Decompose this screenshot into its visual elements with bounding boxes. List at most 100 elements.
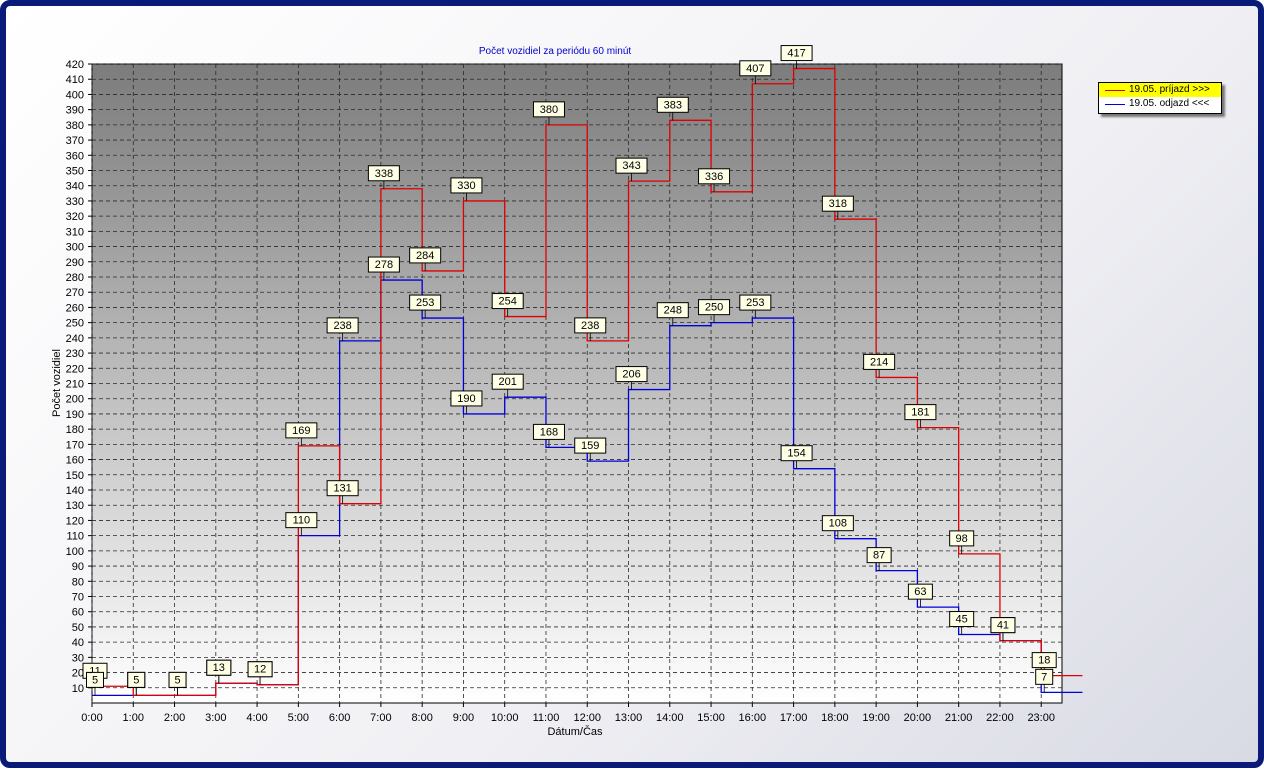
y-tick-label: 110 <box>66 531 84 543</box>
x-tick-label: 12:00 <box>573 712 601 724</box>
legend-swatch-arrivals <box>1105 90 1125 91</box>
y-tick-label: 40 <box>72 637 84 649</box>
svg-text:131: 131 <box>333 483 351 495</box>
svg-text:110: 110 <box>293 515 311 527</box>
data-label-arrivals: 336 <box>698 168 731 192</box>
x-tick-label: 15:00 <box>697 712 725 724</box>
y-tick-label: 170 <box>66 439 84 451</box>
y-tick-label: 70 <box>72 592 84 604</box>
data-label-departures: 201 <box>491 373 524 398</box>
data-label-departures: 13 <box>206 659 232 684</box>
data-label-arrivals: 18 <box>1031 652 1057 676</box>
svg-text:214: 214 <box>870 356 888 368</box>
y-tick-label: 20 <box>72 668 84 680</box>
y-tick-label: 230 <box>66 348 84 360</box>
data-label-departures: 5 <box>168 671 187 696</box>
data-label-departures: 168 <box>532 423 565 448</box>
y-tick-label: 220 <box>66 363 84 375</box>
data-label-arrivals: 330 <box>450 177 483 201</box>
svg-text:41: 41 <box>997 620 1009 632</box>
x-tick-label: 22:00 <box>986 712 1014 724</box>
svg-text:383: 383 <box>664 99 682 111</box>
legend-item-arrivals[interactable]: 19.05. príjazd >>> <box>1099 83 1221 97</box>
svg-text:5: 5 <box>133 674 139 686</box>
y-tick-label: 80 <box>72 576 84 588</box>
svg-text:108: 108 <box>829 518 847 530</box>
data-label-arrivals: 383 <box>656 96 689 121</box>
svg-text:12: 12 <box>254 664 266 676</box>
y-tick-label: 10 <box>72 683 84 695</box>
data-label-arrivals: 254 <box>491 293 524 317</box>
x-tick-label: 1:00 <box>123 712 144 724</box>
x-tick-label: 6:00 <box>329 712 350 724</box>
x-tick-label: 8:00 <box>411 712 432 724</box>
y-tick-label: 120 <box>66 515 84 527</box>
y-tick-label: 180 <box>66 424 84 436</box>
y-tick-label: 340 <box>66 181 84 193</box>
legend-label-departures: 19.05. odjazd <<< <box>1129 98 1210 109</box>
data-label-departures: 253 <box>409 294 442 319</box>
y-tick-label: 330 <box>66 196 84 208</box>
y-tick-label: 210 <box>66 379 84 391</box>
x-tick-label: 2:00 <box>164 712 185 724</box>
y-tick-label: 140 <box>66 485 84 497</box>
x-tick-label: 5:00 <box>288 712 309 724</box>
data-label-departures: 248 <box>656 302 689 326</box>
y-tick-label: 60 <box>72 607 84 619</box>
y-tick-label: 300 <box>66 242 84 254</box>
x-axis-label: Dátum/Čas <box>547 725 603 738</box>
svg-text:5: 5 <box>92 674 98 686</box>
svg-text:338: 338 <box>375 168 393 180</box>
x-tick-label: 23:00 <box>1027 712 1055 724</box>
svg-text:343: 343 <box>622 160 640 172</box>
y-tick-label: 260 <box>66 302 84 314</box>
data-label-departures: 5 <box>86 671 104 696</box>
y-tick-label: 280 <box>66 272 84 284</box>
x-tick-label: 18:00 <box>821 712 849 724</box>
x-tick-label: 11:00 <box>533 712 560 724</box>
chart-title: Počet vozidiel za periódu 60 minút <box>479 46 632 57</box>
svg-text:284: 284 <box>416 250 434 262</box>
x-tick-label: 3:00 <box>205 712 226 724</box>
data-label-arrivals: 98 <box>949 530 975 554</box>
data-label-departures: 87 <box>866 547 892 571</box>
data-label-departures: 110 <box>285 512 318 536</box>
data-label-departures: 108 <box>821 515 854 539</box>
data-label-arrivals: 169 <box>285 422 318 446</box>
data-label-departures: 278 <box>367 256 400 281</box>
y-tick-label: 420 <box>66 59 84 71</box>
data-label-arrivals: 181 <box>904 404 937 428</box>
legend-item-departures[interactable]: 19.05. odjazd <<< <box>1099 97 1221 111</box>
svg-text:5: 5 <box>174 674 180 686</box>
svg-text:87: 87 <box>873 550 885 562</box>
data-label-departures: 5 <box>127 671 146 696</box>
x-tick-label: 14:00 <box>656 712 684 724</box>
svg-text:190: 190 <box>457 393 475 405</box>
svg-text:318: 318 <box>829 198 847 210</box>
svg-text:154: 154 <box>787 448 805 460</box>
y-tick-label: 90 <box>72 561 84 573</box>
data-label-arrivals: 343 <box>615 157 648 182</box>
y-tick-label: 30 <box>72 652 84 664</box>
svg-text:238: 238 <box>333 320 351 332</box>
x-tick-label: 9:00 <box>453 712 474 724</box>
data-label-arrivals: 214 <box>863 353 896 378</box>
series-line-arrivals <box>92 67 1083 697</box>
svg-text:250: 250 <box>705 302 723 314</box>
x-tick-label: 7:00 <box>370 712 391 724</box>
data-label-arrivals: 318 <box>821 195 854 220</box>
data-label-departures: 206 <box>615 366 648 390</box>
x-tick-label: 4:00 <box>246 712 267 724</box>
data-label-arrivals: 338 <box>367 165 400 189</box>
y-tick-label: 160 <box>66 455 84 467</box>
svg-text:253: 253 <box>746 297 764 309</box>
y-tick-label: 360 <box>66 150 84 162</box>
y-tick-label: 200 <box>66 394 84 406</box>
x-tick-label: 16:00 <box>739 712 767 724</box>
y-axis-label: Počet vozidiel <box>51 349 63 417</box>
y-tick-label: 390 <box>66 105 84 117</box>
data-label-departures: 159 <box>574 437 607 462</box>
svg-text:7: 7 <box>1041 671 1047 683</box>
data-label-departures: 41 <box>990 617 1016 641</box>
y-tick-label: 290 <box>66 257 84 269</box>
